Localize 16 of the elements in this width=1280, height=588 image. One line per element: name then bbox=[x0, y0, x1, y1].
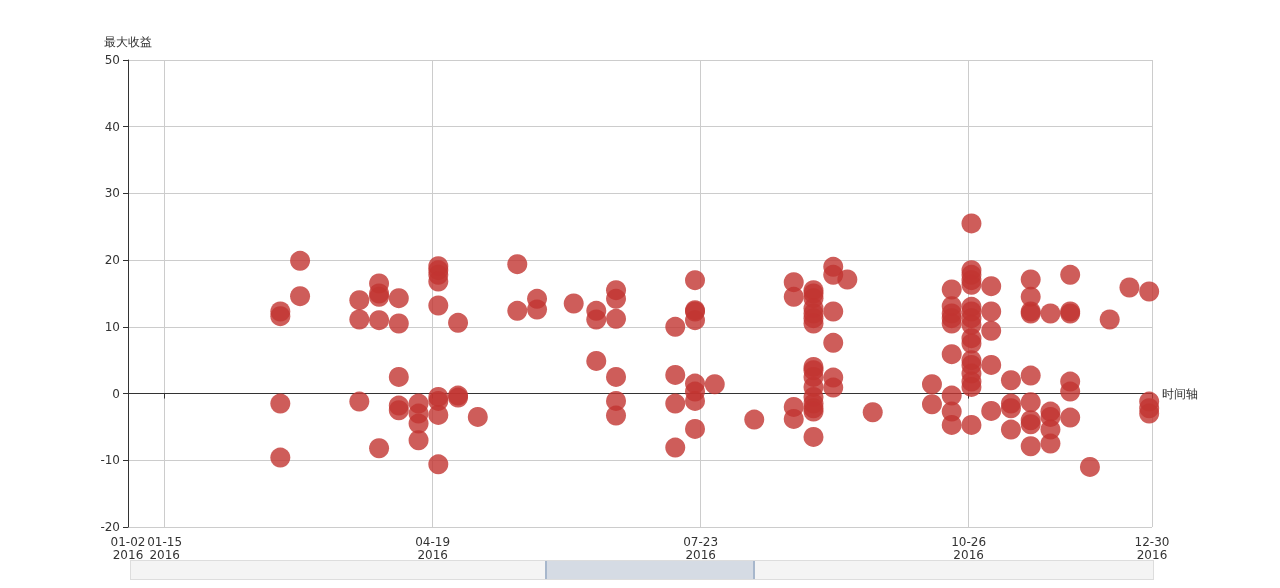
x-tick-label: 07-23 2016 bbox=[683, 534, 719, 562]
y-tick-label: 0 bbox=[112, 386, 120, 401]
y-tick-label: -20 bbox=[100, 520, 120, 534]
x-tick-label: 10-26 2016 bbox=[951, 534, 987, 562]
y-tick-label: 30 bbox=[104, 186, 120, 201]
x-tick-label: 04-19 2016 bbox=[415, 534, 451, 562]
x-tick-label: 01-15 2016 bbox=[147, 534, 183, 562]
y-axis-title: 最大收益 bbox=[104, 35, 152, 49]
y-tick-label: 20 bbox=[104, 253, 120, 268]
x-tick-label: 12-30 2016 bbox=[1134, 534, 1170, 562]
y-tick-label: -10 bbox=[100, 453, 120, 468]
x-axis-title: 时间轴 bbox=[1162, 386, 1198, 401]
y-tick-label: 40 bbox=[104, 119, 120, 134]
y-tick-label: 10 bbox=[104, 319, 120, 334]
y-tick-label: 50 bbox=[104, 53, 120, 67]
x-tick-label: 01-02 2016 bbox=[110, 534, 146, 562]
